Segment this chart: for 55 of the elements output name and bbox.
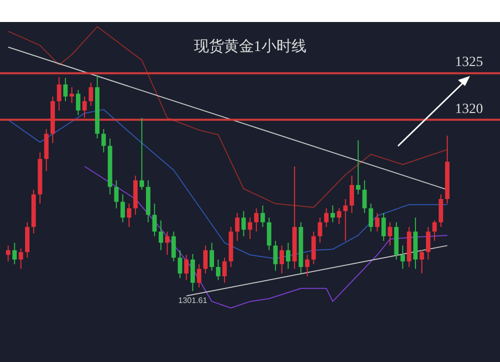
- candlestick: [426, 226, 430, 260]
- candlestick: [235, 212, 240, 242]
- candlestick: [375, 212, 380, 232]
- candlestick: [368, 203, 374, 232]
- candlestick: [210, 242, 214, 272]
- candlestick: [165, 231, 170, 256]
- candlestick: [438, 194, 444, 228]
- candlestick: [266, 217, 272, 251]
- candlestick: [140, 117, 144, 190]
- candlestick: [152, 203, 157, 237]
- candlestick: [336, 208, 342, 225]
- candlestick: [381, 212, 386, 242]
- candlestick: [190, 253, 195, 292]
- candlestick: [324, 208, 329, 228]
- candlestick: [178, 250, 182, 279]
- candlestick: [241, 210, 246, 237]
- candlestick: [184, 254, 189, 281]
- candlestick: [286, 242, 290, 270]
- candlestick: [330, 205, 335, 223]
- candlestick: [171, 231, 176, 262]
- candlestick: [350, 175, 354, 214]
- text: 现货黄金1小时线: [194, 38, 306, 55]
- candlestick: [88, 82, 94, 106]
- candlestick: [126, 203, 132, 228]
- candlestick: [18, 248, 24, 270]
- annotation: 1301.61: [178, 296, 208, 306]
- candlestick: [114, 180, 119, 209]
- candlestick: [101, 128, 106, 153]
- candlestick: [56, 76, 62, 111]
- candlestick: [362, 180, 367, 214]
- candlestick: [203, 245, 208, 274]
- candlestick: [82, 96, 87, 118]
- candlestick: [158, 220, 164, 251]
- candlestick: [400, 245, 405, 270]
- candlestick: [63, 77, 68, 102]
- candlestick: [70, 86, 74, 104]
- candlestick: [432, 220, 437, 242]
- candlestick: [6, 245, 10, 262]
- candlestick: [216, 259, 220, 281]
- candlestick: [254, 208, 259, 232]
- candlestick: [12, 242, 17, 265]
- candlestick: [311, 231, 316, 265]
- candlestick: [222, 257, 227, 284]
- candlestick: [273, 240, 278, 272]
- ref-line-label: 1325: [455, 55, 483, 70]
- candlestick: [76, 90, 80, 116]
- candlestick: [196, 264, 202, 288]
- candlestick: [280, 245, 284, 274]
- candlestick: [356, 140, 360, 195]
- candlestick: [343, 198, 348, 242]
- candlestick: [120, 194, 125, 223]
- candlestick: [260, 205, 265, 228]
- candlestick: [420, 250, 424, 274]
- candlestick: [305, 254, 310, 277]
- ref-line-label: 1320: [455, 102, 483, 117]
